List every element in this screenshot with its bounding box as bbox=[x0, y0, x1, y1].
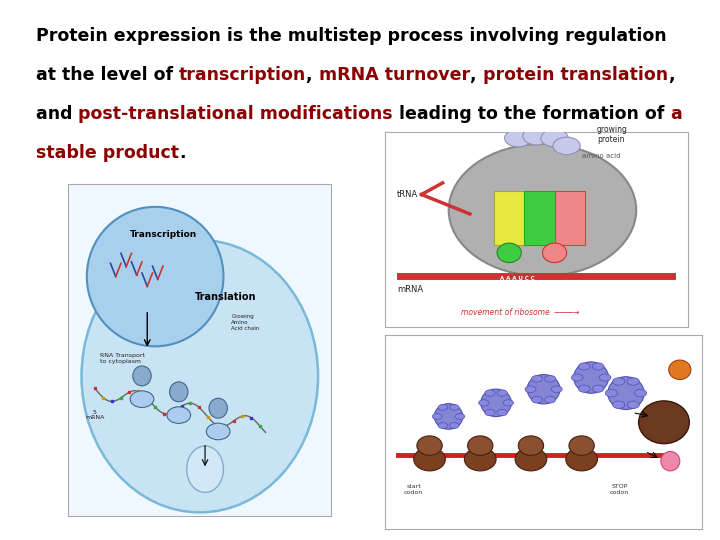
Circle shape bbox=[449, 404, 459, 410]
Bar bbox=[524, 191, 554, 245]
Ellipse shape bbox=[167, 407, 191, 423]
Ellipse shape bbox=[132, 366, 151, 386]
Ellipse shape bbox=[639, 401, 689, 444]
Circle shape bbox=[505, 130, 532, 147]
Circle shape bbox=[485, 409, 495, 416]
Text: post-translational modifications: post-translational modifications bbox=[78, 105, 393, 123]
Circle shape bbox=[593, 385, 604, 392]
Text: mRNA turnover: mRNA turnover bbox=[319, 66, 470, 84]
Text: protein translation: protein translation bbox=[482, 66, 667, 84]
Circle shape bbox=[497, 409, 508, 416]
Ellipse shape bbox=[414, 448, 446, 471]
Text: A A A U C C: A A A U C C bbox=[500, 276, 535, 281]
Circle shape bbox=[599, 374, 611, 381]
Text: Translation: Translation bbox=[195, 292, 257, 302]
Ellipse shape bbox=[574, 362, 608, 393]
Ellipse shape bbox=[569, 436, 594, 455]
Text: mRNA: mRNA bbox=[397, 285, 423, 294]
Circle shape bbox=[525, 386, 536, 393]
Text: ,: , bbox=[307, 66, 319, 84]
Ellipse shape bbox=[481, 389, 511, 417]
Circle shape bbox=[627, 401, 639, 408]
Circle shape bbox=[541, 130, 568, 147]
Ellipse shape bbox=[449, 144, 636, 276]
Text: 5
mRNA: 5 mRNA bbox=[85, 410, 104, 421]
Circle shape bbox=[578, 385, 590, 392]
Ellipse shape bbox=[527, 374, 560, 404]
Ellipse shape bbox=[434, 403, 463, 429]
Ellipse shape bbox=[417, 436, 442, 455]
Ellipse shape bbox=[130, 391, 154, 408]
Ellipse shape bbox=[497, 243, 521, 262]
Circle shape bbox=[497, 390, 508, 396]
Ellipse shape bbox=[467, 436, 493, 455]
Circle shape bbox=[455, 414, 464, 420]
Circle shape bbox=[531, 396, 542, 403]
Circle shape bbox=[186, 446, 223, 492]
Text: at the level of: at the level of bbox=[36, 66, 179, 84]
Ellipse shape bbox=[81, 240, 318, 512]
Bar bbox=[494, 191, 524, 245]
Text: a: a bbox=[670, 105, 683, 123]
Text: .: . bbox=[179, 144, 186, 161]
Ellipse shape bbox=[209, 398, 228, 418]
Circle shape bbox=[545, 396, 556, 403]
Circle shape bbox=[606, 389, 618, 397]
Circle shape bbox=[438, 404, 448, 410]
Circle shape bbox=[503, 400, 513, 406]
Circle shape bbox=[449, 423, 459, 428]
Ellipse shape bbox=[518, 436, 544, 455]
Text: and: and bbox=[36, 105, 78, 123]
Text: tRNA: tRNA bbox=[397, 190, 418, 199]
Circle shape bbox=[438, 423, 448, 428]
Circle shape bbox=[433, 414, 442, 420]
Text: ,: , bbox=[667, 66, 674, 84]
Text: growing
protein: growing protein bbox=[597, 125, 628, 144]
Bar bbox=[554, 191, 585, 245]
Ellipse shape bbox=[669, 360, 691, 380]
Circle shape bbox=[578, 363, 590, 370]
Text: start
codon: start codon bbox=[404, 484, 423, 495]
Ellipse shape bbox=[566, 448, 598, 471]
Circle shape bbox=[523, 127, 550, 145]
Text: amino acid: amino acid bbox=[582, 153, 620, 159]
Ellipse shape bbox=[87, 207, 223, 346]
Ellipse shape bbox=[170, 382, 188, 402]
Circle shape bbox=[627, 378, 639, 385]
Text: Protein expression is the multistep process involving regulation: Protein expression is the multistep proc… bbox=[36, 27, 667, 45]
Circle shape bbox=[553, 137, 580, 154]
Text: leading to the formation of: leading to the formation of bbox=[393, 105, 670, 123]
Circle shape bbox=[479, 400, 489, 406]
Text: movement of ribosome  ────→: movement of ribosome ────→ bbox=[461, 308, 579, 317]
Circle shape bbox=[593, 363, 604, 370]
Ellipse shape bbox=[515, 448, 546, 471]
Text: Transcription: Transcription bbox=[130, 230, 197, 239]
Circle shape bbox=[572, 374, 583, 381]
Text: stable product: stable product bbox=[36, 144, 179, 161]
Ellipse shape bbox=[464, 448, 496, 471]
Circle shape bbox=[613, 378, 625, 385]
Text: transcription: transcription bbox=[179, 66, 307, 84]
Ellipse shape bbox=[207, 423, 230, 440]
Text: RNA Transport
to cytoplasm: RNA Transport to cytoplasm bbox=[100, 353, 145, 364]
Text: ,: , bbox=[470, 66, 482, 84]
Text: STOP
codon: STOP codon bbox=[610, 484, 629, 495]
Text: Growing
Amino
Acid chain: Growing Amino Acid chain bbox=[231, 314, 260, 330]
Circle shape bbox=[485, 390, 495, 396]
Ellipse shape bbox=[608, 377, 644, 409]
Circle shape bbox=[552, 386, 562, 393]
Ellipse shape bbox=[661, 451, 680, 471]
Circle shape bbox=[613, 401, 625, 408]
Circle shape bbox=[531, 375, 542, 382]
Circle shape bbox=[545, 375, 556, 382]
Ellipse shape bbox=[542, 243, 567, 262]
Circle shape bbox=[634, 389, 647, 397]
